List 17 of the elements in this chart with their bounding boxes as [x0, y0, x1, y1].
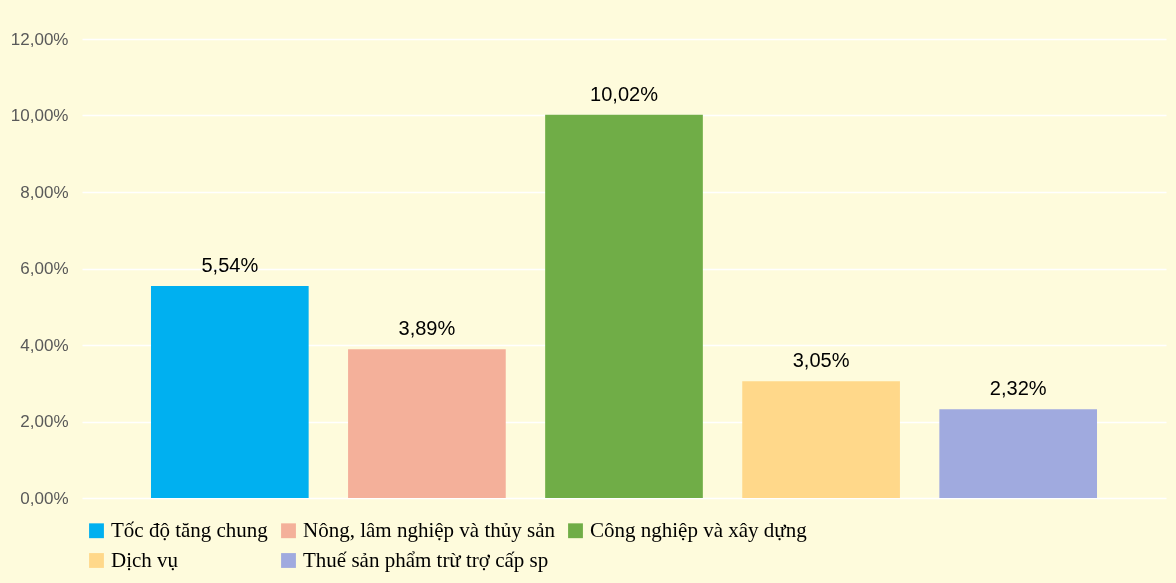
y-tick-label: 2,00%	[20, 412, 69, 431]
legend-label: Dịch vụ	[111, 547, 179, 572]
y-tick-label: 0,00%	[20, 488, 69, 508]
data-label: 3,05%	[792, 349, 850, 372]
y-tick-label: 6,00%	[20, 259, 69, 278]
data-label: 5,54%	[201, 254, 259, 277]
data-label: 10,02%	[590, 82, 659, 105]
data-label: 3,89%	[398, 317, 456, 340]
y-tick-label: 8,00%	[20, 182, 69, 202]
legend-label: Công nghiệp và xây dựng	[590, 517, 808, 542]
y-tick-label: 10,00%	[10, 106, 69, 125]
y-tick-label: 4,00%	[20, 335, 69, 355]
legend-label: Nông, lâm nghiệp và thủy sản	[303, 517, 556, 542]
legend-label: Thuế sản phẩm trừ trợ cấp sp	[303, 547, 549, 572]
data-label: 2,32%	[989, 377, 1047, 400]
y-tick-label: 12,00%	[10, 29, 69, 49]
legend-label: Tốc độ tăng chung	[111, 517, 269, 542]
